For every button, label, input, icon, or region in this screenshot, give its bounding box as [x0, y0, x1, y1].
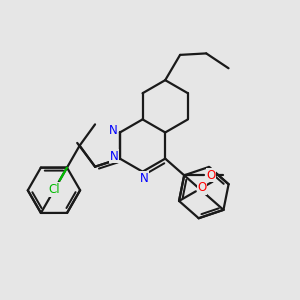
Text: N: N	[110, 150, 118, 163]
Text: N: N	[109, 124, 118, 137]
Text: Cl: Cl	[49, 183, 60, 196]
Text: O: O	[198, 181, 207, 194]
Text: N: N	[140, 172, 148, 185]
Text: O: O	[206, 169, 216, 182]
